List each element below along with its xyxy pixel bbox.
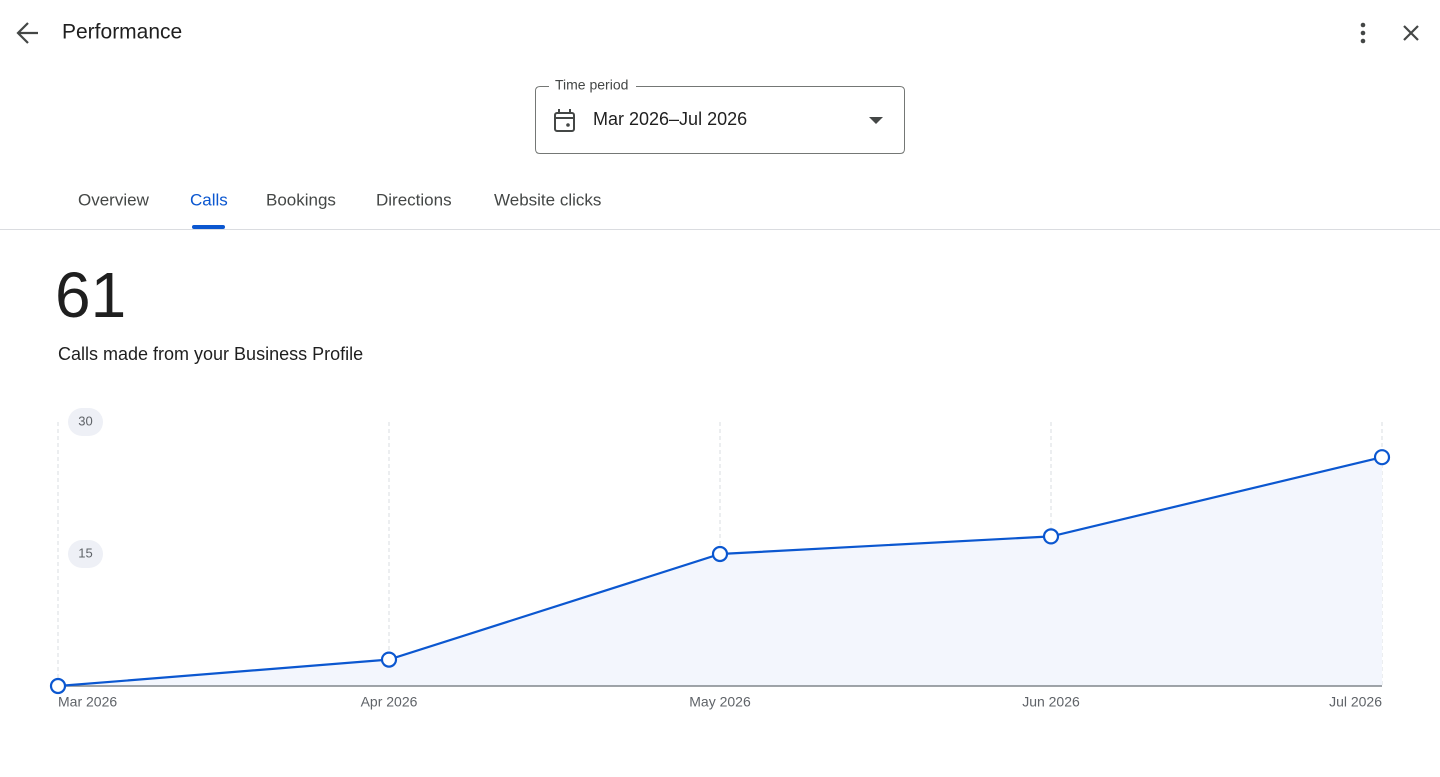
point	[711, 545, 729, 563]
area	[58, 457, 1382, 686]
point	[1042, 528, 1060, 545]
x-tick-label: Mar 2026	[58, 694, 117, 710]
select-outline	[535, 86, 905, 154]
y-tick-pill	[68, 408, 103, 436]
x-tick-label: Apr 2026	[361, 694, 418, 710]
chart: 15 30 Mar 2026 Apr 2026 May 2026 Jun 2026 Jul …	[49, 408, 1391, 710]
back-button[interactable]	[16, 22, 38, 44]
dot	[1360, 22, 1366, 28]
dropdown-arrow	[869, 117, 883, 124]
calendar-icon	[554, 109, 575, 132]
close-button[interactable]	[1403, 25, 1419, 41]
close-icon	[1403, 25, 1419, 41]
page-title: Performance	[62, 21, 182, 44]
tab[interactable]: Bookings	[266, 190, 336, 209]
point	[380, 651, 398, 668]
select-value: Mar 2026–Jul 2026	[593, 109, 747, 129]
point	[1373, 449, 1391, 466]
y-tick-label: 15	[78, 545, 92, 560]
total-value: 61	[55, 259, 126, 331]
x-tick-label: Jun 2026	[1022, 694, 1080, 710]
x-tick-label: May 2026	[689, 694, 751, 710]
y-tick-pill	[68, 540, 103, 568]
tab-active[interactable]: Calls	[190, 190, 228, 209]
tab-indicator	[192, 225, 225, 229]
select-label: Time period	[555, 77, 628, 93]
back-arrow	[16, 22, 38, 44]
tab[interactable]: Overview	[78, 190, 150, 209]
total-description: Calls made from your Business Profile	[58, 344, 363, 364]
dot	[1360, 38, 1366, 44]
y-tick-label: 30	[78, 413, 92, 428]
time-period-select[interactable]: Time period Mar 2026–Jul 2026	[535, 77, 905, 154]
x-tick-label: Jul 2026	[1329, 694, 1382, 710]
tab[interactable]: Directions	[376, 190, 452, 209]
more-button[interactable]	[1360, 22, 1366, 44]
tab[interactable]: Website clicks	[494, 190, 601, 209]
dot	[1360, 30, 1366, 36]
point	[49, 677, 67, 695]
